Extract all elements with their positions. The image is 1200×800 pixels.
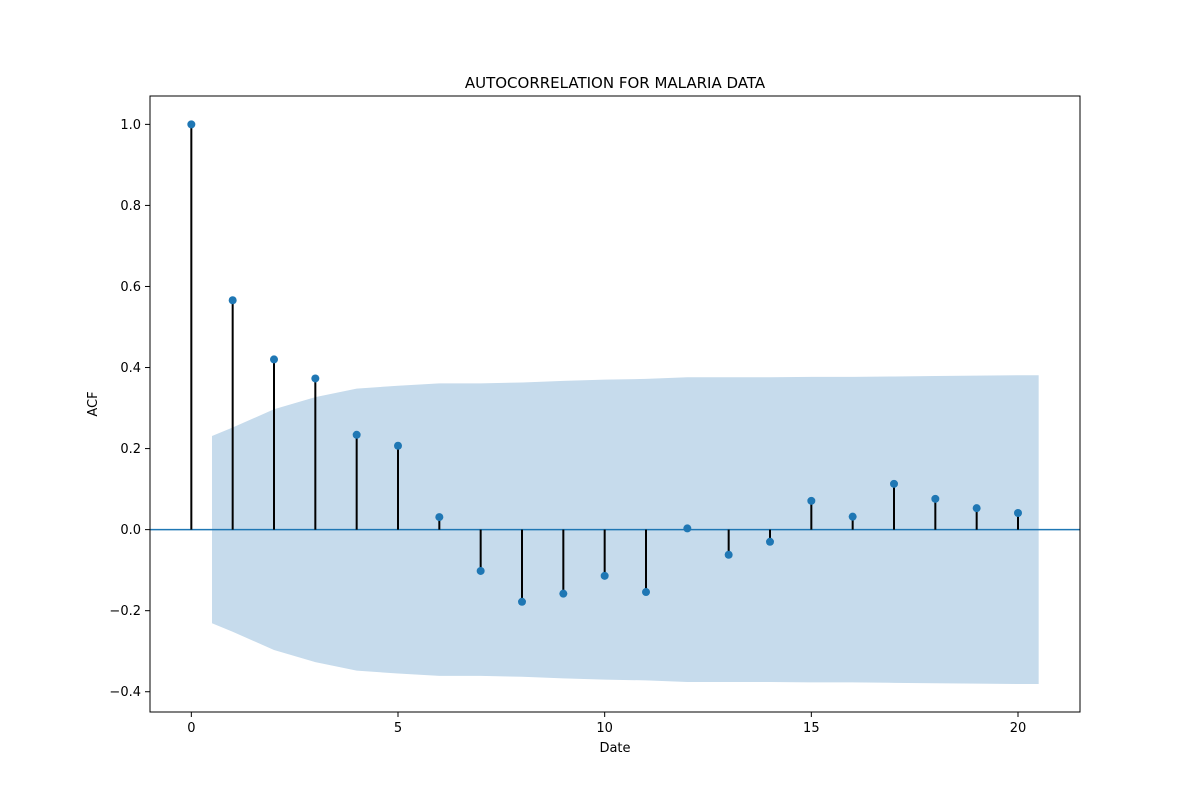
- x-axis-label: Date: [599, 741, 630, 756]
- acf-point-lag-1: [228, 296, 237, 305]
- acf-point-lag-4: [352, 430, 361, 439]
- marker-layer: [187, 120, 1022, 606]
- y-tick-label: −0.4: [109, 685, 141, 700]
- acf-point-lag-7: [476, 566, 485, 575]
- y-tick-label: 0.4: [120, 361, 141, 376]
- x-tick-label: 5: [394, 721, 402, 736]
- y-axis-label: ACF: [86, 391, 101, 416]
- x-tick-label: 20: [1010, 721, 1027, 736]
- acf-point-lag-10: [600, 571, 609, 580]
- y-tick-label: 0.8: [120, 199, 141, 214]
- acf-point-lag-16: [848, 512, 857, 521]
- y-tick-label: 1.0: [120, 118, 141, 133]
- acf-point-lag-13: [724, 550, 733, 559]
- y-axis-ticks: −0.4 −0.2 0.0 0.2 0.4 0.6 0.8 1.0: [109, 118, 150, 700]
- acf-point-lag-19: [972, 504, 981, 513]
- acf-point-lag-2: [270, 355, 278, 364]
- axes-frame: [149, 95, 1081, 713]
- acf-point-lag-3: [311, 374, 320, 383]
- y-tick-label: 0.6: [120, 280, 141, 295]
- chart-title: AUTOCORRELATION FOR MALARIA DATA: [465, 74, 766, 92]
- acf-point-lag-5: [394, 441, 402, 450]
- acf-point-lag-15: [807, 496, 816, 505]
- x-tick-label: 0: [187, 721, 195, 736]
- acf-point-lag-6: [435, 513, 444, 522]
- acf-point-lag-0: [187, 120, 196, 129]
- y-tick-label: 0.2: [120, 442, 141, 457]
- acf-point-lag-12: [683, 524, 692, 533]
- acf-point-lag-14: [766, 537, 774, 546]
- x-axis-ticks: 0 5 10 15 20: [187, 712, 1026, 736]
- acf-point-lag-17: [890, 479, 898, 488]
- x-tick-label: 10: [596, 721, 613, 736]
- acf-point-lag-18: [931, 494, 940, 503]
- acf-point-lag-11: [642, 588, 650, 597]
- acf-point-lag-9: [559, 589, 568, 598]
- y-tick-label: 0.0: [120, 523, 141, 538]
- acf-point-lag-20: [1014, 509, 1022, 518]
- y-tick-label: −0.2: [109, 604, 141, 619]
- acf-point-lag-8: [518, 597, 526, 606]
- x-tick-label: 15: [803, 721, 820, 736]
